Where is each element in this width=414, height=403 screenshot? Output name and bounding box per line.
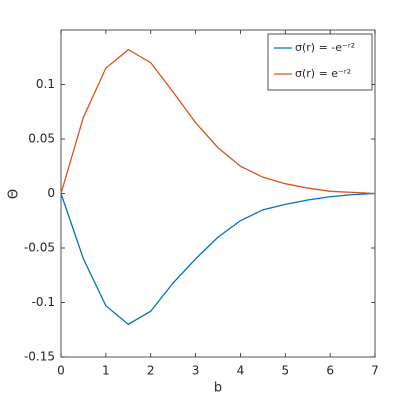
- y-tick-label: -0.05: [24, 241, 55, 255]
- x-tick-label: 3: [192, 364, 200, 378]
- x-tick-label: 2: [147, 364, 155, 378]
- y-tick-label: 0.1: [36, 77, 55, 91]
- line: [60, 192, 376, 326]
- y-tick-label: 0.05: [28, 132, 55, 146]
- y-tick-label: -0.15: [24, 350, 55, 364]
- line: [60, 48, 376, 195]
- y-axis-label: Θ: [7, 189, 22, 199]
- x-tick-label: 0: [57, 364, 65, 378]
- legend: [267, 33, 373, 91]
- x-tick-label: 1: [102, 364, 110, 378]
- x-tick-label: 6: [326, 364, 334, 378]
- x-tick-label: 5: [281, 364, 289, 378]
- y-tick-label: -0.1: [32, 295, 55, 309]
- legend-label: σ(r) = -e⁻ʳ²: [295, 41, 355, 54]
- y-tick-label: 0: [47, 186, 55, 200]
- x-tick-label: 7: [371, 364, 379, 378]
- x-tick-label: 4: [237, 364, 245, 378]
- legend-label: σ(r) = e⁻ʳ²: [295, 67, 351, 80]
- x-axis-label: b: [214, 381, 222, 396]
